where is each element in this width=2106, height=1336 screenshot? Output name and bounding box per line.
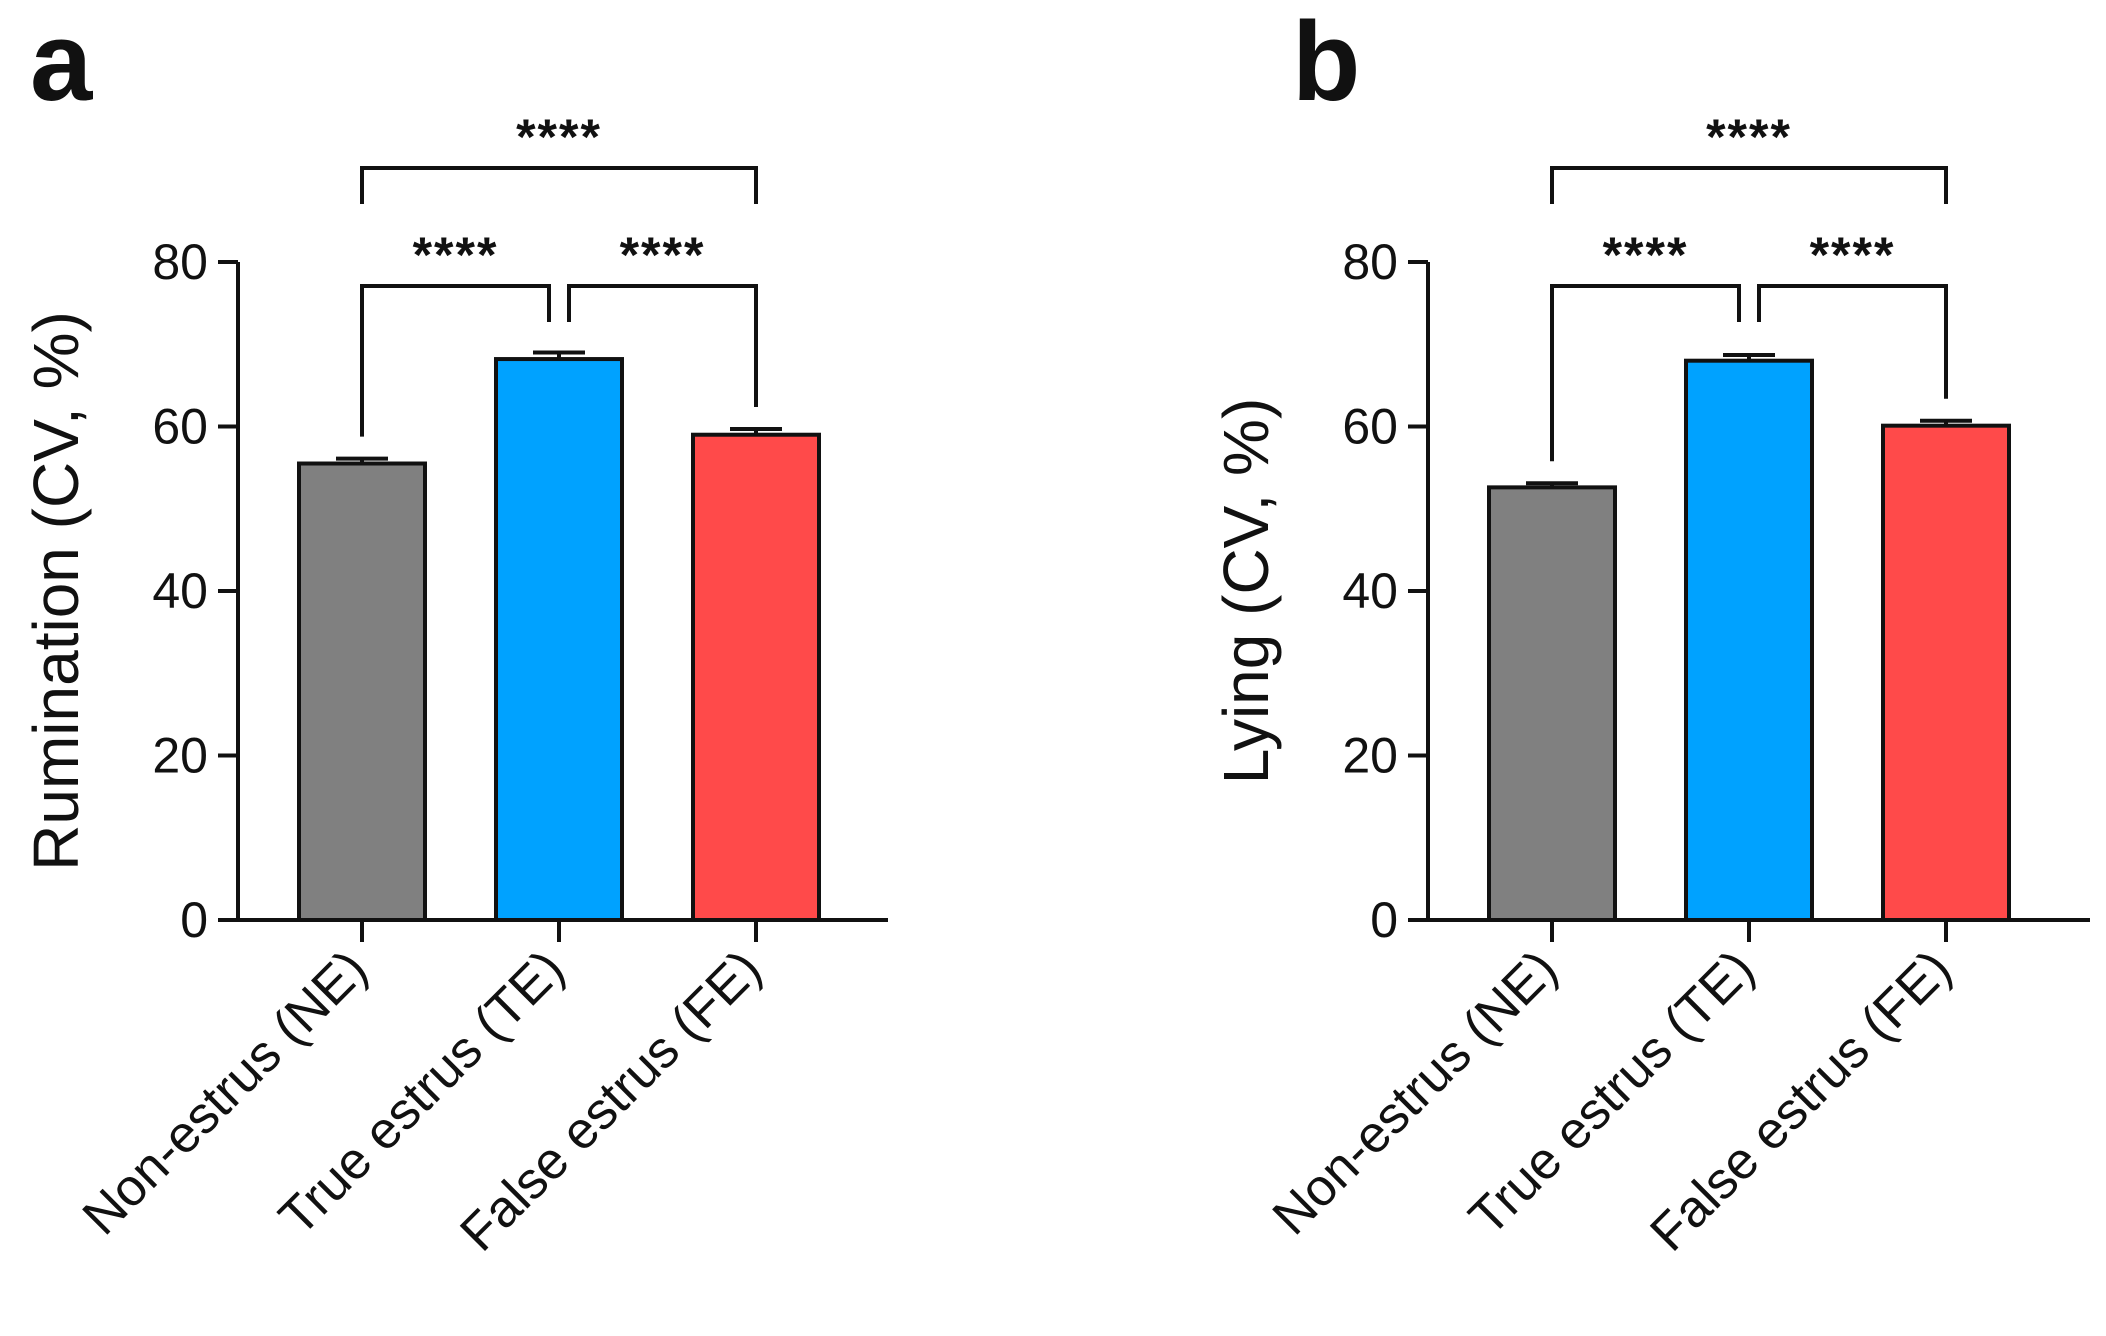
significance-bracket xyxy=(360,284,551,437)
y-tick-label: 0 xyxy=(180,892,208,948)
y-axis-title: Rumination (CV, %) xyxy=(20,311,92,871)
significance-label: **** xyxy=(516,109,602,165)
y-tick-label: 80 xyxy=(1342,234,1398,290)
y-tick-label: 80 xyxy=(152,234,208,290)
bar xyxy=(1487,485,1617,922)
significance-label: **** xyxy=(413,227,499,283)
bar xyxy=(494,357,624,922)
significance-label: **** xyxy=(1603,227,1689,283)
significance-label: **** xyxy=(1810,227,1896,283)
panel-letter: b xyxy=(1292,0,1360,124)
significance-bracket xyxy=(567,284,758,407)
bar xyxy=(297,461,427,922)
y-tick-label: 40 xyxy=(152,563,208,619)
y-axis-title: Lying (CV, %) xyxy=(1210,398,1282,785)
significance-label: **** xyxy=(620,227,706,283)
bar xyxy=(1881,423,2011,922)
y-tick-label: 60 xyxy=(152,399,208,455)
y-tick-label: 20 xyxy=(152,728,208,784)
y-tick-label: 60 xyxy=(1342,399,1398,455)
bar xyxy=(1684,358,1814,922)
significance-bracket xyxy=(1757,284,1948,399)
significance-bracket xyxy=(360,166,758,204)
significance-bracket xyxy=(1550,284,1741,462)
significance-bracket xyxy=(1550,166,1948,204)
y-tick-label: 20 xyxy=(1342,728,1398,784)
significance-label: **** xyxy=(1706,109,1792,165)
y-tick-label: 0 xyxy=(1370,892,1398,948)
panel-letter: a xyxy=(30,0,93,124)
bar xyxy=(691,432,821,922)
y-tick-label: 40 xyxy=(1342,563,1398,619)
